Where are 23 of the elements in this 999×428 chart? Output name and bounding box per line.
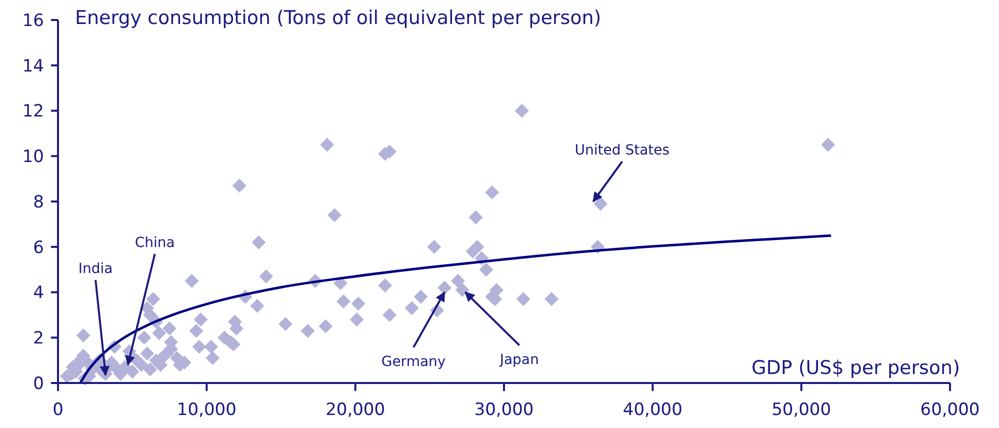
y-tick-label: 14 bbox=[22, 56, 44, 76]
x-tick-label: 10,000 bbox=[176, 400, 236, 420]
y-tick-label: 2 bbox=[33, 328, 44, 349]
y-tick-label: 4 bbox=[33, 283, 44, 304]
annotation: China bbox=[134, 234, 175, 251]
x-tick-label: 40,000 bbox=[622, 400, 682, 420]
x-tick-label: 50,000 bbox=[772, 400, 832, 420]
annotation: Japan bbox=[498, 352, 539, 368]
x-tick-label: 60,000 bbox=[920, 400, 980, 420]
annotation: Germany bbox=[381, 354, 446, 370]
x-tick-label: 30,000 bbox=[474, 400, 534, 420]
annotation: United States bbox=[574, 142, 670, 158]
y-axis-title: Energy consumption (Tons of oil equivalent per person) bbox=[75, 7, 602, 29]
y-tick-label: 8 bbox=[33, 192, 44, 212]
y-tick-label: 10 bbox=[22, 147, 44, 168]
y-tick-label: 6 bbox=[33, 238, 44, 258]
y-tick-label: 0 bbox=[33, 374, 44, 394]
y-tick-label: 16 bbox=[22, 10, 44, 31]
x-tick-label: 0 bbox=[52, 400, 64, 420]
y-tick-label: 12 bbox=[22, 102, 44, 122]
annotation: India bbox=[78, 260, 113, 277]
x-tick-label: 20,000 bbox=[326, 400, 386, 420]
x-axis-title: GDP (US$ per person) bbox=[752, 357, 960, 379]
